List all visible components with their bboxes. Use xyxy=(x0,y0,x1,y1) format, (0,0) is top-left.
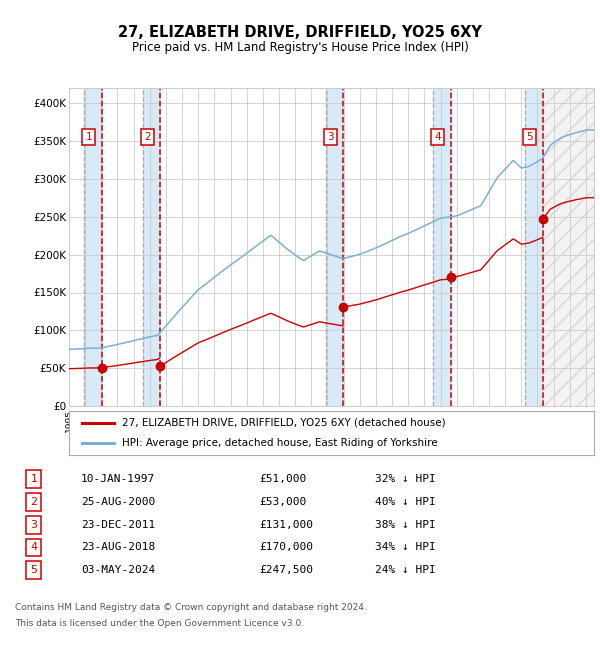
Text: 5: 5 xyxy=(526,132,533,142)
Text: 27, ELIZABETH DRIVE, DRIFFIELD, YO25 6XY (detached house): 27, ELIZABETH DRIVE, DRIFFIELD, YO25 6XY… xyxy=(121,418,445,428)
Bar xyxy=(525,88,543,406)
Text: 03-MAY-2024: 03-MAY-2024 xyxy=(81,566,155,575)
Bar xyxy=(84,88,102,406)
Text: £51,000: £51,000 xyxy=(260,474,307,484)
Text: 32% ↓ HPI: 32% ↓ HPI xyxy=(375,474,436,484)
Bar xyxy=(143,88,160,406)
Text: Price paid vs. HM Land Registry's House Price Index (HPI): Price paid vs. HM Land Registry's House … xyxy=(131,41,469,54)
Text: HPI: Average price, detached house, East Riding of Yorkshire: HPI: Average price, detached house, East… xyxy=(121,438,437,448)
Text: 1: 1 xyxy=(31,474,37,484)
Text: 3: 3 xyxy=(327,132,334,142)
Text: 4: 4 xyxy=(434,132,441,142)
Text: £247,500: £247,500 xyxy=(260,566,314,575)
Bar xyxy=(326,88,343,406)
Text: 10-JAN-1997: 10-JAN-1997 xyxy=(81,474,155,484)
Text: 24% ↓ HPI: 24% ↓ HPI xyxy=(375,566,436,575)
Text: This data is licensed under the Open Government Licence v3.0.: This data is licensed under the Open Gov… xyxy=(15,619,304,629)
Text: 1: 1 xyxy=(85,132,92,142)
Text: 27, ELIZABETH DRIVE, DRIFFIELD, YO25 6XY: 27, ELIZABETH DRIVE, DRIFFIELD, YO25 6XY xyxy=(118,25,482,40)
Text: Contains HM Land Registry data © Crown copyright and database right 2024.: Contains HM Land Registry data © Crown c… xyxy=(15,603,367,612)
Text: 40% ↓ HPI: 40% ↓ HPI xyxy=(375,497,436,507)
Bar xyxy=(433,88,451,406)
Text: 5: 5 xyxy=(31,566,37,575)
Text: 38% ↓ HPI: 38% ↓ HPI xyxy=(375,519,436,530)
Text: 4: 4 xyxy=(31,543,37,552)
Text: £131,000: £131,000 xyxy=(260,519,314,530)
Text: 34% ↓ HPI: 34% ↓ HPI xyxy=(375,543,436,552)
Text: 3: 3 xyxy=(31,519,37,530)
Text: £53,000: £53,000 xyxy=(260,497,307,507)
Text: £170,000: £170,000 xyxy=(260,543,314,552)
Text: 23-AUG-2018: 23-AUG-2018 xyxy=(81,543,155,552)
Text: 2: 2 xyxy=(144,132,151,142)
Bar xyxy=(543,88,594,406)
Text: 23-DEC-2011: 23-DEC-2011 xyxy=(81,519,155,530)
Text: 25-AUG-2000: 25-AUG-2000 xyxy=(81,497,155,507)
Text: 2: 2 xyxy=(31,497,37,507)
